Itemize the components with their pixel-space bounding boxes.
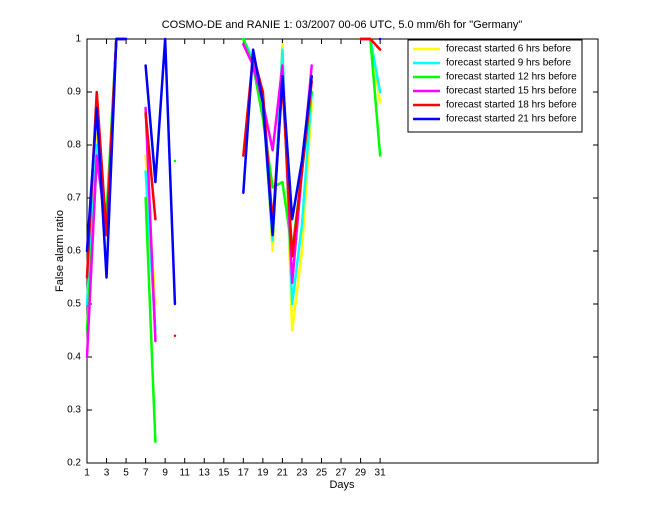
x-tick-label: 11	[180, 468, 191, 479]
chart-title: COSMO-DE and RANIE 1: 03/2007 00-06 UTC,…	[162, 19, 523, 31]
y-tick-label: 0.2	[67, 458, 81, 469]
legend-label: forecast started 12 hrs before	[446, 72, 577, 83]
legend-label: forecast started 6 hrs before	[446, 44, 572, 55]
x-tick-label: 7	[143, 468, 149, 479]
y-tick-label: 0.4	[67, 352, 81, 363]
x-tick-label: 9	[162, 468, 168, 479]
x-tick-label: 1	[84, 468, 90, 479]
x-tick-label: 27	[335, 468, 347, 479]
y-tick-label: 0.9	[67, 87, 81, 98]
legend-box	[407, 39, 583, 133]
series-line	[85, 37, 382, 444]
series-line	[85, 37, 382, 306]
y-tick-label: 0.5	[67, 299, 81, 310]
legend-label: forecast started 9 hrs before	[446, 58, 572, 69]
series-line	[85, 37, 382, 332]
x-tick-label: 31	[375, 468, 387, 479]
x-tick-label: 25	[316, 468, 328, 479]
y-axis-label: False alarm ratio	[54, 210, 66, 292]
x-tick-label: 3	[104, 468, 110, 479]
x-tick-label: 21	[277, 468, 289, 479]
x-tick-label: 29	[355, 468, 367, 479]
y-tick-label: 0.7	[67, 193, 81, 204]
y-tick-label: 0.8	[67, 140, 81, 151]
series-line	[85, 37, 382, 332]
legend-label: forecast started 18 hrs before	[446, 100, 577, 111]
y-tick-label: 1	[75, 34, 81, 45]
y-tick-label: 0.6	[67, 246, 81, 257]
legend-label: forecast started 21 hrs before	[446, 114, 577, 125]
series-line	[85, 37, 382, 338]
x-tick-label: 23	[296, 468, 308, 479]
series-line	[85, 37, 372, 359]
x-tick-label: 19	[257, 468, 269, 479]
x-tick-label: 15	[218, 468, 230, 479]
x-tick-label: 13	[199, 468, 211, 479]
legend-label: forecast started 15 hrs before	[446, 86, 577, 97]
x-tick-label: 17	[238, 468, 250, 479]
y-tick-label: 0.3	[67, 405, 81, 416]
x-tick-label: 5	[123, 468, 129, 479]
x-axis-label: Days	[329, 479, 355, 491]
